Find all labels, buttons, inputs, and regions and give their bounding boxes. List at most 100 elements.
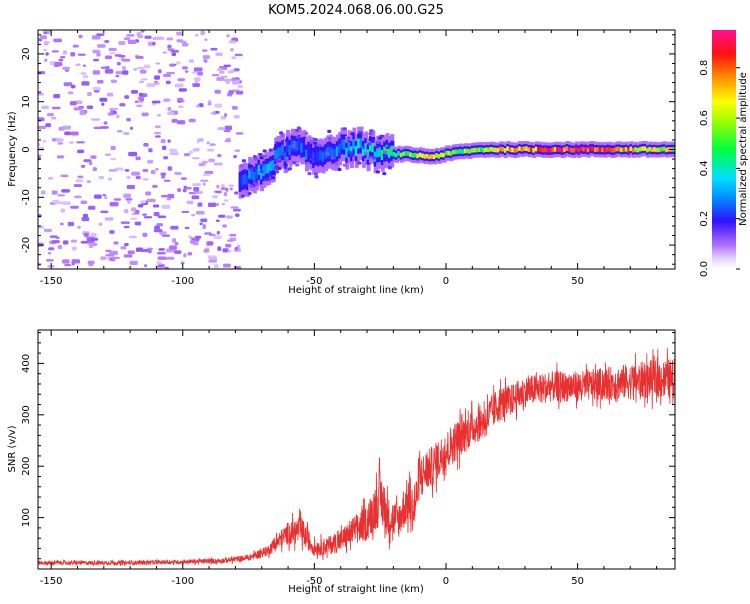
- transition-cell: [384, 158, 389, 162]
- noise-cell: [57, 142, 63, 145]
- noise-cell: [62, 125, 72, 130]
- transition-cell: [376, 141, 381, 145]
- noise-cell: [169, 152, 179, 156]
- transition-cell: [296, 126, 301, 130]
- noise-cell: [152, 184, 158, 188]
- noise-cell: [199, 222, 203, 226]
- noise-cell: [142, 232, 148, 237]
- noise-cell: [64, 69, 69, 72]
- transition-cell: [280, 134, 285, 138]
- noise-cell: [233, 68, 240, 71]
- noise-cell: [223, 191, 228, 197]
- noise-cell: [67, 91, 74, 95]
- noise-cell: [212, 195, 218, 199]
- track-core-cell: [406, 151, 411, 156]
- track-core-cell: [470, 148, 475, 153]
- track-core-cell: [326, 147, 331, 158]
- track-core-cell: [582, 146, 587, 152]
- transition-cell: [367, 142, 372, 146]
- transition-cell: [268, 148, 273, 152]
- noise-cell: [137, 204, 144, 208]
- noise-cell: [70, 52, 76, 57]
- transition-cell: [350, 153, 355, 157]
- noise-cell: [82, 213, 89, 218]
- noise-cell: [169, 148, 178, 153]
- track-core-cell: [271, 160, 276, 171]
- transition-cell: [350, 132, 355, 136]
- noise-cell: [157, 69, 162, 74]
- track-core-cell: [556, 147, 561, 152]
- noise-cell: [39, 35, 47, 40]
- transition-cell: [268, 173, 273, 177]
- track-core-cell: [312, 152, 317, 163]
- noise-cell: [237, 85, 243, 88]
- noise-cell: [57, 156, 64, 159]
- track-core-cell: [432, 154, 437, 160]
- noise-cell: [176, 120, 186, 125]
- noise-cell: [163, 156, 169, 160]
- transition-cell: [283, 165, 288, 169]
- noise-cell: [55, 138, 64, 142]
- noise-cell: [221, 202, 226, 206]
- noise-cell: [162, 51, 167, 54]
- noise-cell: [51, 240, 60, 244]
- track-core-cell: [489, 146, 494, 152]
- track-core-cell: [520, 147, 525, 152]
- noise-cell: [68, 141, 75, 144]
- noise-cell: [193, 190, 199, 194]
- noise-cell: [158, 248, 165, 251]
- track-core-cell: [345, 147, 350, 158]
- track-core-cell: [639, 146, 644, 152]
- noise-cell: [153, 211, 160, 217]
- track-core-cell: [404, 151, 409, 156]
- noise-cell: [202, 226, 207, 230]
- noise-cell: [184, 226, 190, 229]
- noise-cell: [60, 222, 64, 226]
- track-core-cell: [603, 147, 608, 153]
- noise-cell: [136, 104, 143, 108]
- track-core-cell: [589, 146, 594, 151]
- transition-cell: [368, 132, 373, 136]
- noise-cell: [229, 187, 233, 191]
- noise-cell: [211, 73, 220, 77]
- noise-cell: [157, 266, 166, 269]
- track-core-cell: [660, 147, 665, 152]
- noise-cell: [207, 148, 215, 152]
- track-core-cell: [522, 146, 527, 151]
- noise-cell: [74, 195, 82, 199]
- track-core-cell: [385, 144, 390, 155]
- transition-cell: [337, 167, 342, 171]
- noise-cell: [191, 195, 200, 200]
- noise-cell: [131, 207, 137, 212]
- noise-cell: [142, 178, 149, 181]
- noise-cell: [96, 80, 104, 84]
- track-core-cell: [549, 148, 554, 153]
- noise-cell: [41, 105, 49, 110]
- noise-cell: [154, 125, 161, 129]
- track-core-cell: [449, 151, 454, 156]
- transition-cell: [239, 164, 244, 168]
- noise-cell: [223, 263, 231, 268]
- noise-cell: [165, 80, 171, 85]
- track-core-cell: [288, 145, 293, 156]
- track-core-cell: [245, 175, 250, 186]
- transition-cell: [259, 156, 264, 160]
- track-core-cell: [335, 146, 340, 157]
- track-core-cell: [631, 147, 636, 153]
- noise-cell: [130, 217, 138, 220]
- noise-cell: [208, 259, 217, 263]
- noise-cell: [166, 256, 175, 260]
- track-core-cell: [558, 147, 563, 152]
- noise-cell: [138, 92, 143, 97]
- noise-cell: [129, 260, 138, 266]
- noise-cell: [167, 44, 172, 49]
- track-core-cell: [411, 153, 416, 158]
- y-tick-label: 20: [21, 48, 32, 61]
- noise-cell: [86, 105, 94, 109]
- track-core-cell: [499, 146, 504, 152]
- track-core-cell: [584, 146, 589, 152]
- noise-cell: [106, 92, 114, 97]
- track-core-cell: [567, 147, 572, 152]
- track-core-cell: [328, 146, 333, 157]
- noise-cell: [91, 118, 100, 121]
